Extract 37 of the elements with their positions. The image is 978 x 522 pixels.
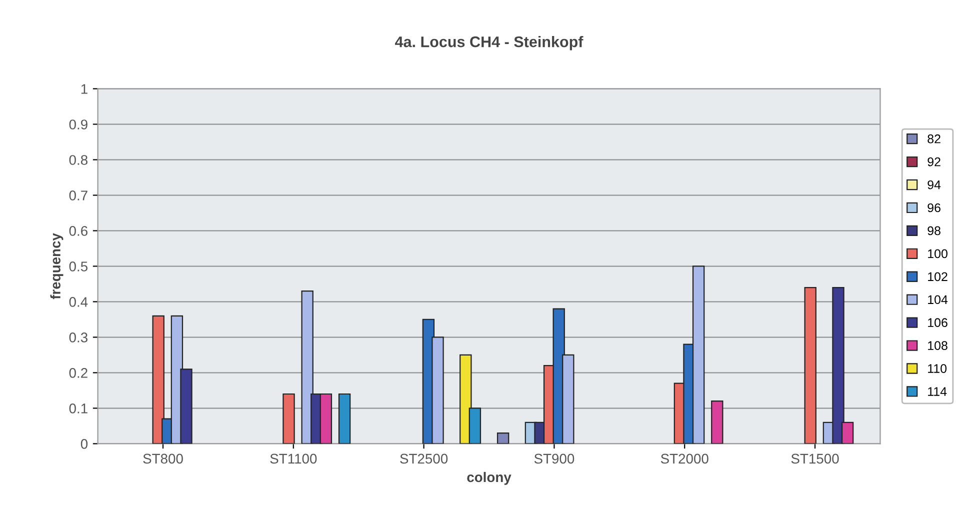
legend-label: 102 (928, 272, 948, 282)
y-axis-title: frequency (50, 233, 64, 300)
bar (282, 393, 295, 444)
legend-label: 100 (928, 249, 948, 258)
x-axis-title: colony (467, 472, 512, 485)
y-tick-label: 0.8 (69, 155, 88, 165)
legend-label: 114 (928, 387, 947, 396)
x-tick-label: ST2500 (400, 454, 448, 464)
legend-label: 98 (928, 226, 940, 236)
bar (711, 400, 724, 444)
y-tick-label: 0.4 (69, 297, 88, 307)
legend-label: 106 (928, 318, 948, 328)
y-tick-label: 0.1 (69, 404, 88, 414)
y-tick-label: 0 (80, 439, 88, 449)
bar (338, 393, 351, 444)
y-tick-label: 0.3 (69, 332, 88, 342)
legend-label: 82 (928, 134, 940, 144)
y-tick-label: 0.9 (69, 120, 88, 130)
chart-title: 4a. Locus CH4 - Steinkopf (395, 36, 584, 50)
y-tick-label: 0.7 (69, 190, 88, 200)
x-tick-label: ST2000 (660, 454, 708, 464)
legend-label: 110 (928, 364, 947, 373)
legend-label: 92 (928, 157, 940, 166)
legend-label: 94 (928, 180, 941, 190)
bar (496, 432, 510, 444)
legend-label: 96 (928, 203, 940, 212)
y-tick-label: 1 (81, 84, 88, 94)
x-tick-label: ST1100 (270, 454, 317, 464)
y-tick-label: 0.2 (69, 368, 88, 378)
y-tick-label: 0.6 (69, 226, 88, 236)
y-tick-label: 0.5 (69, 262, 88, 272)
x-tick-label: ST800 (143, 454, 183, 464)
x-tick-label: ST1500 (791, 454, 839, 464)
legend-label: 104 (928, 295, 948, 304)
bar (804, 286, 816, 444)
legend-label: 108 (928, 341, 948, 350)
x-tick-label: ST900 (534, 454, 574, 464)
